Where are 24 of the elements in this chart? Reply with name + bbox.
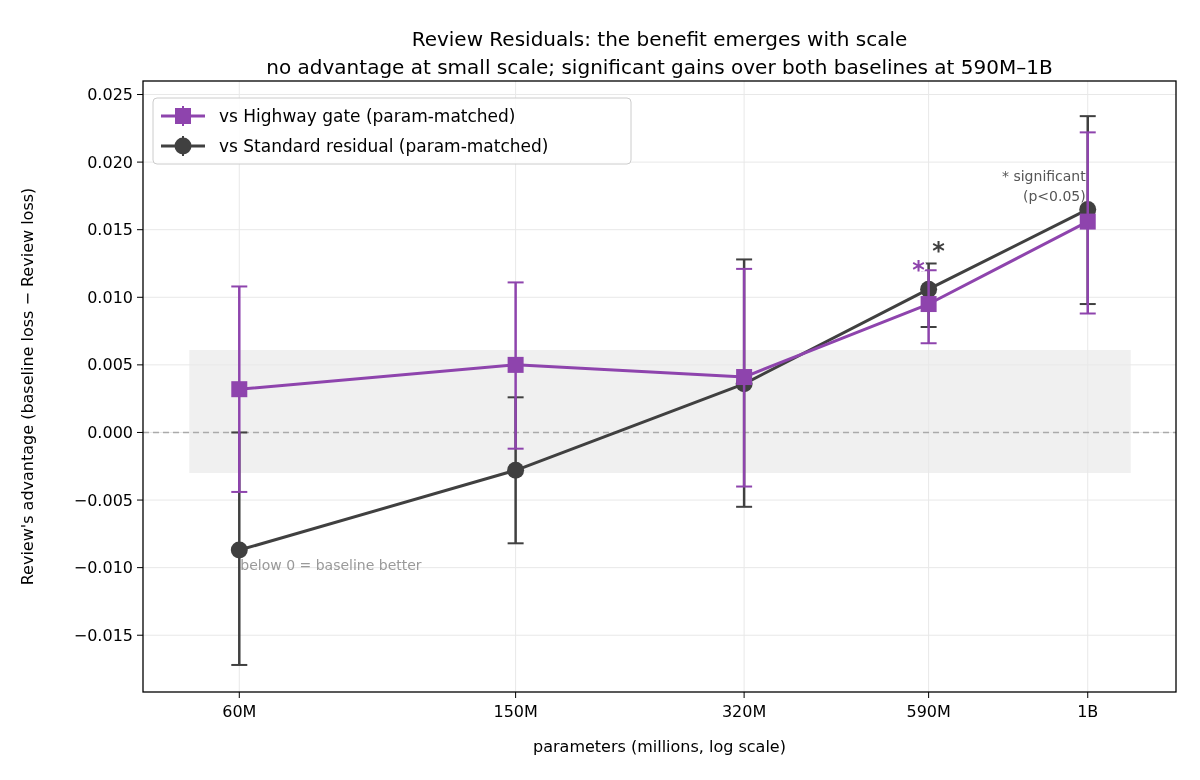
y-tick-label: −0.005 [73,490,133,510]
y-tick-label: 0.000 [87,423,133,443]
y-axis-title: Review's advantage (baseline loss − Review loss) [18,187,37,586]
annotation: below 0 = baseline better [240,556,422,573]
x-tick-label: 590M [906,702,951,721]
x-axis-title: parameters (millions, log scale) [533,737,786,756]
annotation: * significant (p<0.05) [1001,168,1087,204]
data-label: * [912,256,926,285]
legend-label: vs Standard residual (param-matched) [219,135,549,156]
y-tick-label: 0.025 [87,85,133,105]
x-tick-label: 60M [222,702,257,721]
x-tick-label: 150M [493,702,538,721]
y-tick-label: −0.015 [73,625,133,645]
legend-label: vs Highway gate (param-matched) [219,105,516,126]
y-tick-label: 0.015 [87,220,133,240]
chart-subtitle: no advantage at small scale; significant gains over both baselines at 590M–1B [266,55,1053,79]
y-tick-label: 0.005 [87,355,133,375]
y-tick-label: −0.010 [73,558,133,578]
x-tick-label: 1B [1077,702,1099,721]
x-tick-label: 320M [721,702,767,721]
y-tick-label: 0.020 [87,152,133,172]
data-label: * [932,237,946,266]
y-tick-label: 0.010 [87,287,133,307]
chart-title: Review Residuals: the benefit emerges with scale [411,27,908,51]
